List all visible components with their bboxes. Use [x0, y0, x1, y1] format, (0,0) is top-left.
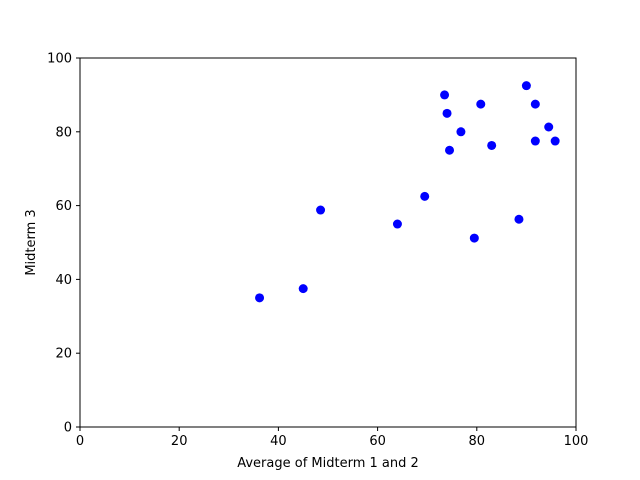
x-axis-label: Average of Midterm 1 and 2	[237, 456, 419, 471]
x-axis: 0 20 40 60 80 100	[76, 427, 589, 449]
scatter-point	[487, 140, 497, 150]
scatter-point	[445, 145, 455, 155]
scatter-point	[456, 127, 466, 137]
scatter-point	[550, 136, 560, 146]
scatter-point	[442, 108, 452, 118]
x-tick-label: 20	[171, 434, 188, 449]
x-tick-label: 60	[369, 434, 386, 449]
y-axis-label: Midterm 3	[24, 209, 39, 275]
y-tick-label: 20	[55, 347, 72, 362]
scatter-point	[544, 122, 554, 132]
scatter-point	[255, 293, 265, 303]
scatter-point	[392, 219, 402, 229]
y-axis: 0 20 40 60 80 100	[47, 52, 80, 436]
y-tick-label: 0	[64, 421, 72, 436]
x-tick-label: 0	[76, 434, 84, 449]
scatter-point	[476, 99, 486, 109]
x-tick-label: 80	[469, 434, 486, 449]
y-tick-label: 100	[47, 52, 72, 67]
axes-frame	[79, 57, 577, 428]
y-tick-label: 40	[55, 273, 72, 288]
scatter-point	[469, 233, 479, 243]
y-tick-label: 60	[55, 199, 72, 214]
scatter-point	[521, 81, 531, 91]
scatter-point	[316, 205, 326, 215]
scatter-point	[530, 136, 540, 146]
x-tick-label: 40	[270, 434, 287, 449]
scatter-point	[440, 90, 450, 100]
scatter-point	[298, 284, 308, 294]
data-points	[255, 81, 560, 303]
scatter-point	[530, 99, 540, 109]
x-tick-label: 100	[564, 434, 589, 449]
y-tick-label: 80	[55, 125, 72, 140]
scatter-point	[514, 214, 524, 224]
scatter-point	[420, 191, 430, 201]
